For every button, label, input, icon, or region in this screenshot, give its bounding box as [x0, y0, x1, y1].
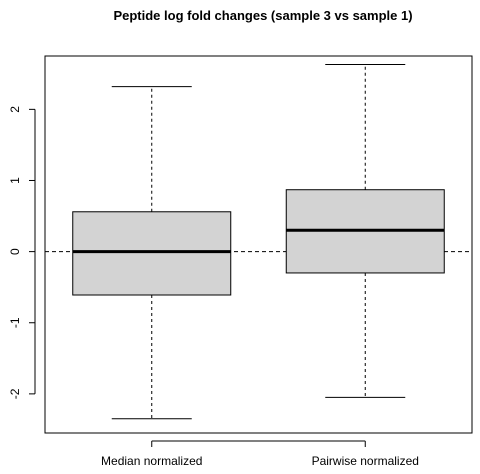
x-tick-label: Pairwise normalized — [312, 454, 419, 468]
y-tick-label: 1 — [8, 177, 22, 184]
y-tick-label: 0 — [8, 248, 22, 255]
y-tick-label: 2 — [8, 106, 22, 113]
y-tick-label: -1 — [8, 317, 22, 328]
plot-frame — [44, 55, 473, 434]
x-tick-label: Median normalized — [101, 454, 202, 468]
y-tick-label: -2 — [8, 388, 22, 399]
plot-marks — [45, 64, 472, 420]
box-1-iqr-box — [72, 211, 232, 296]
chart-title: Peptide log fold changes (sample 3 vs sa… — [113, 8, 412, 23]
axes: -2 -1 0 1 2 Median normalized Pairwise normali… — [8, 106, 419, 468]
